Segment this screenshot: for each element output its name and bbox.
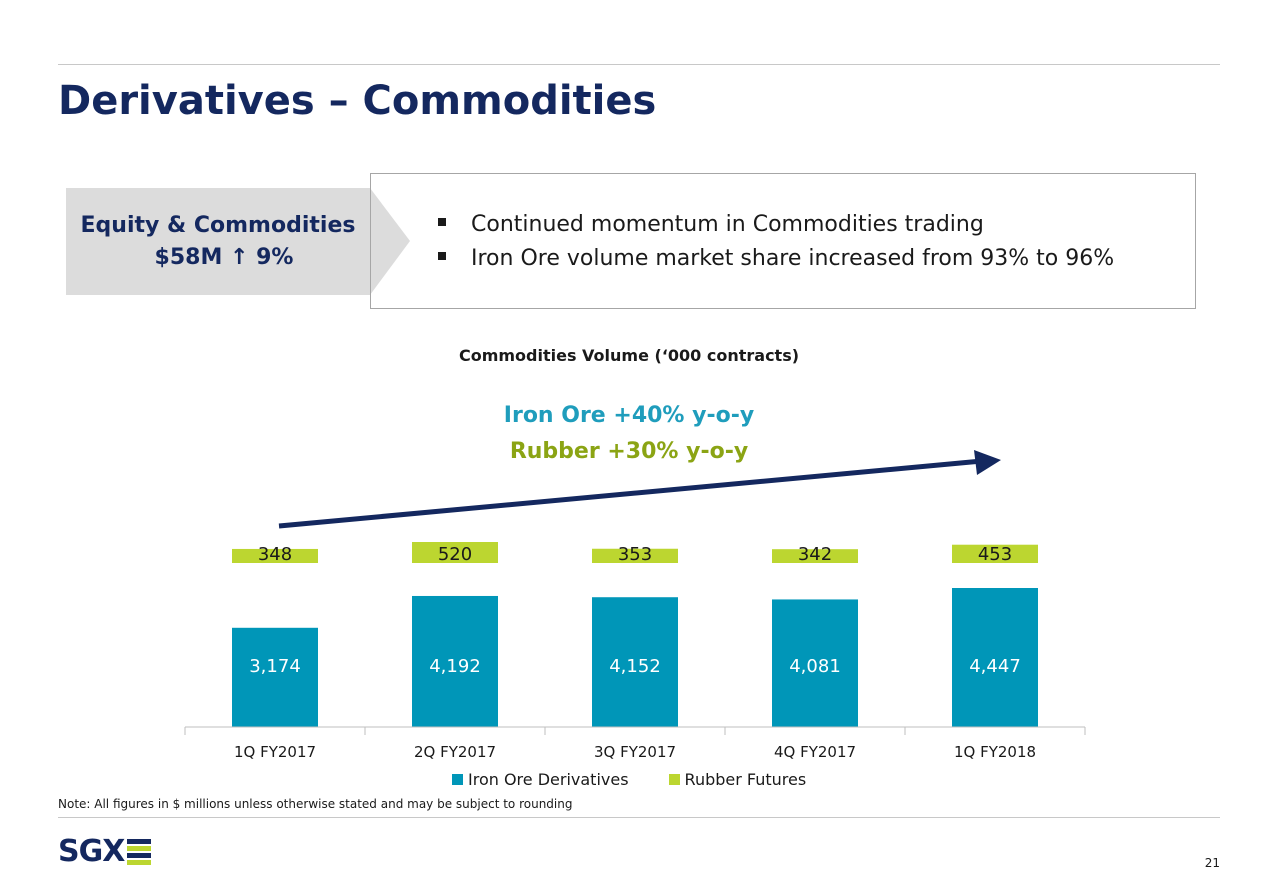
iron-ore-data-label: 4,447 — [969, 656, 1021, 677]
iron-ore-bar — [232, 627, 318, 727]
logo-mark-icon — [127, 839, 152, 865]
iron-ore-data-label: 4,192 — [429, 656, 481, 677]
trend-arrow-line — [278, 458, 983, 529]
legend-swatch-iron-ore — [452, 774, 463, 785]
x-tick-label: 4Q FY2017 — [774, 743, 856, 761]
rubber-bar — [772, 549, 858, 563]
iron-ore-data-label: 4,081 — [789, 656, 841, 677]
segment-name: Equity & Commodities — [80, 212, 356, 238]
trend-arrowhead-icon — [974, 450, 1001, 475]
sgx-logo: SGX — [58, 834, 152, 870]
iron-ore-bar — [412, 595, 498, 727]
x-tick-label: 3Q FY2017 — [594, 743, 676, 761]
slide-title: Derivatives – Commodities — [58, 78, 657, 124]
bottom-divider — [58, 817, 1220, 818]
x-tick-label: 2Q FY2017 — [414, 743, 496, 761]
highlight-text: Continued momentum in Commodities tradin… — [471, 212, 984, 237]
iron-ore-bar — [952, 588, 1038, 727]
iron-ore-data-label: 3,174 — [249, 656, 301, 677]
highlights-list: Continued momentum in Commodities tradin… — [438, 208, 1114, 276]
segment-pointer-shape — [370, 188, 410, 295]
chart-title: Commodities Volume (‘000 contracts) — [458, 346, 800, 365]
iron-ore-data-label: 4,152 — [609, 656, 661, 677]
rubber-bar — [592, 548, 678, 563]
rubber-data-label: 353 — [618, 544, 652, 565]
legend-label-iron-ore: Iron Ore Derivatives — [468, 770, 629, 789]
x-tick-label: 1Q FY2017 — [234, 743, 316, 761]
highlight-item: Continued momentum in Commodities tradin… — [438, 208, 1114, 242]
top-divider — [58, 64, 1220, 65]
logo-text: SGX — [58, 834, 125, 869]
rubber-bar — [412, 542, 498, 563]
page-number: 21 — [1204, 856, 1220, 870]
legend-item-iron-ore: Iron Ore Derivatives — [452, 770, 629, 789]
iron-ore-growth: Iron Ore +40% y-o-y — [503, 403, 755, 428]
rubber-data-label: 348 — [258, 544, 292, 565]
legend-label-rubber: Rubber Futures — [684, 770, 807, 789]
rubber-data-label: 342 — [798, 544, 832, 565]
highlight-text: Iron Ore volume market share increased f… — [471, 246, 1115, 271]
segment-tag: Equity & Commodities $58M ↑ 9% — [66, 188, 370, 295]
legend-item-rubber: Rubber Futures — [668, 770, 807, 789]
rubber-bar — [952, 544, 1038, 563]
legend-swatch-rubber — [668, 774, 680, 785]
square-bullet-icon — [438, 218, 446, 226]
iron-ore-bar — [772, 599, 858, 727]
highlight-item: Iron Ore volume market share increased f… — [438, 242, 1114, 276]
rubber-bar — [232, 548, 318, 563]
square-bullet-icon — [438, 252, 446, 260]
rubber-data-label: 520 — [438, 544, 472, 565]
rubber-growth: Rubber +30% y-o-y — [509, 439, 749, 464]
x-tick-label: 1Q FY2018 — [954, 743, 1036, 761]
iron-ore-bar — [592, 597, 678, 727]
chart-legend: Iron Ore Derivatives Rubber Futures — [452, 770, 806, 789]
segment-value: $58M ↑ 9% — [154, 244, 294, 270]
rubber-data-label: 453 — [978, 544, 1012, 565]
highlights-box — [370, 173, 1196, 309]
footnote: Note: All figures in $ millions unless o… — [58, 797, 573, 811]
